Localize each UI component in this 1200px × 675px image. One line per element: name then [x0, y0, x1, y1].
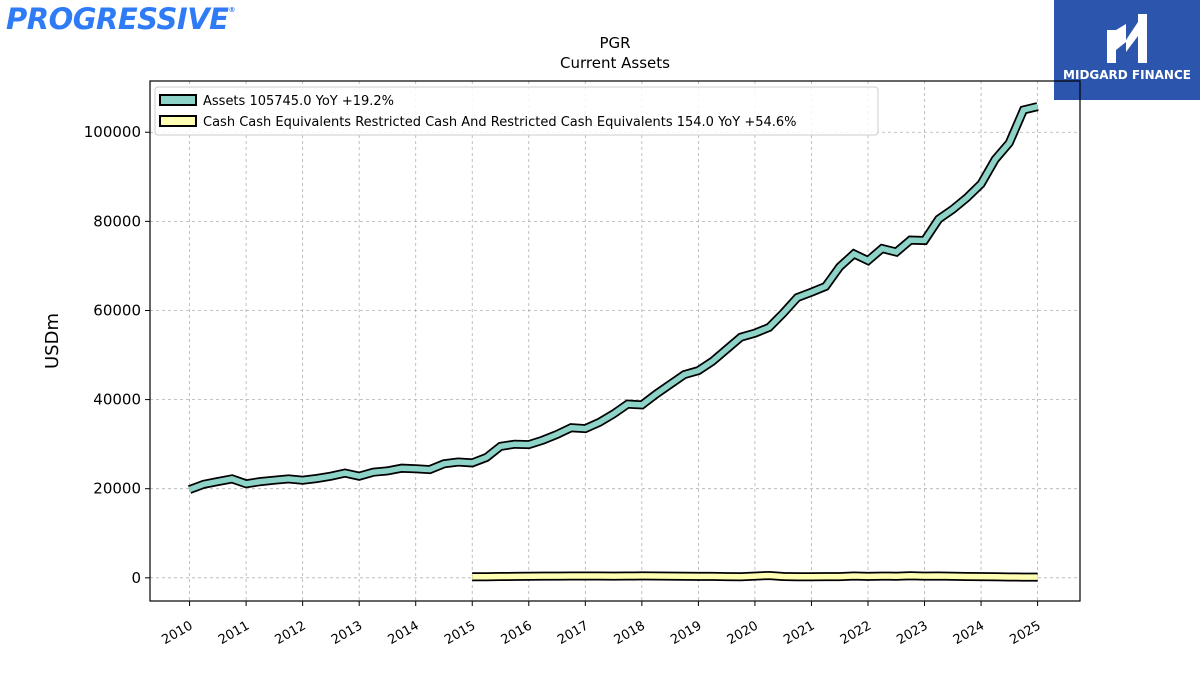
- series-outline-0: [188, 102, 1039, 494]
- x-tick-label: 2010: [159, 618, 195, 648]
- y-axis-label: USDm: [42, 313, 63, 369]
- legend: Assets 105745.0 YoY +19.2% Cash Cash Equ…: [154, 86, 879, 136]
- x-tick-label: 2020: [725, 618, 761, 648]
- chart-subtitle: Current Assets: [560, 54, 670, 72]
- x-tick-label: 2021: [781, 618, 817, 648]
- legend-entry-assets: Assets 105745.0 YoY +19.2%: [159, 94, 394, 109]
- chart-title: PGR: [599, 34, 630, 52]
- grid: [150, 81, 1080, 601]
- x-tick-label: 2023: [894, 618, 930, 648]
- series-line-1: [472, 572, 1038, 580]
- x-tick-label: 2017: [555, 618, 591, 648]
- x-tick-label: 2016: [499, 618, 535, 648]
- x-tick-label: 2013: [329, 618, 365, 648]
- legend-label-cash: Cash Cash Equivalents Restricted Cash An…: [203, 115, 797, 130]
- midgard-finance-badge: MIDGARD FINANCE: [1054, 0, 1200, 100]
- y-tick-label: 20000: [93, 480, 141, 498]
- y-tick-label: 100000: [84, 123, 141, 141]
- series-layer: [188, 102, 1039, 582]
- legend-label-assets: Assets 105745.0 YoY +19.2%: [203, 94, 394, 109]
- x-tick-label: 2018: [612, 618, 648, 648]
- x-tick-label: 2011: [216, 618, 252, 648]
- y-tick-label: 0: [131, 569, 141, 587]
- legend-swatch-assets: [159, 94, 197, 106]
- x-tick-label: 2019: [668, 618, 704, 648]
- legend-box: [154, 86, 879, 136]
- legend-entry-cash: Cash Cash Equivalents Restricted Cash An…: [159, 115, 797, 130]
- y-tick-label: 40000: [93, 391, 141, 409]
- x-tick-label: 2025: [1007, 618, 1043, 648]
- x-tick-label: 2012: [272, 618, 308, 648]
- midgard-finance-label: MIDGARD FINANCE: [1063, 68, 1191, 82]
- x-axis: 2010 2011 2012 2013 2014 2015 2016 2017 2018 2019…: [159, 601, 1044, 648]
- x-tick-label: 2024: [951, 618, 987, 648]
- legend-swatch-cash: [159, 115, 197, 127]
- plot-frame: [149, 80, 1081, 602]
- y-axis: 0 20000 40000 60000 80000 100000: [84, 123, 150, 587]
- y-tick-label: 60000: [93, 301, 141, 319]
- x-tick-label: 2014: [386, 618, 422, 648]
- progressive-logo: PROGRESSIVE®: [6, 2, 235, 36]
- x-tick-label: 2015: [442, 618, 478, 648]
- midgard-monogram-icon: [1107, 14, 1147, 63]
- y-tick-label: 80000: [93, 212, 141, 230]
- series-line-0: [188, 103, 1039, 493]
- x-tick-label: 2022: [838, 618, 874, 648]
